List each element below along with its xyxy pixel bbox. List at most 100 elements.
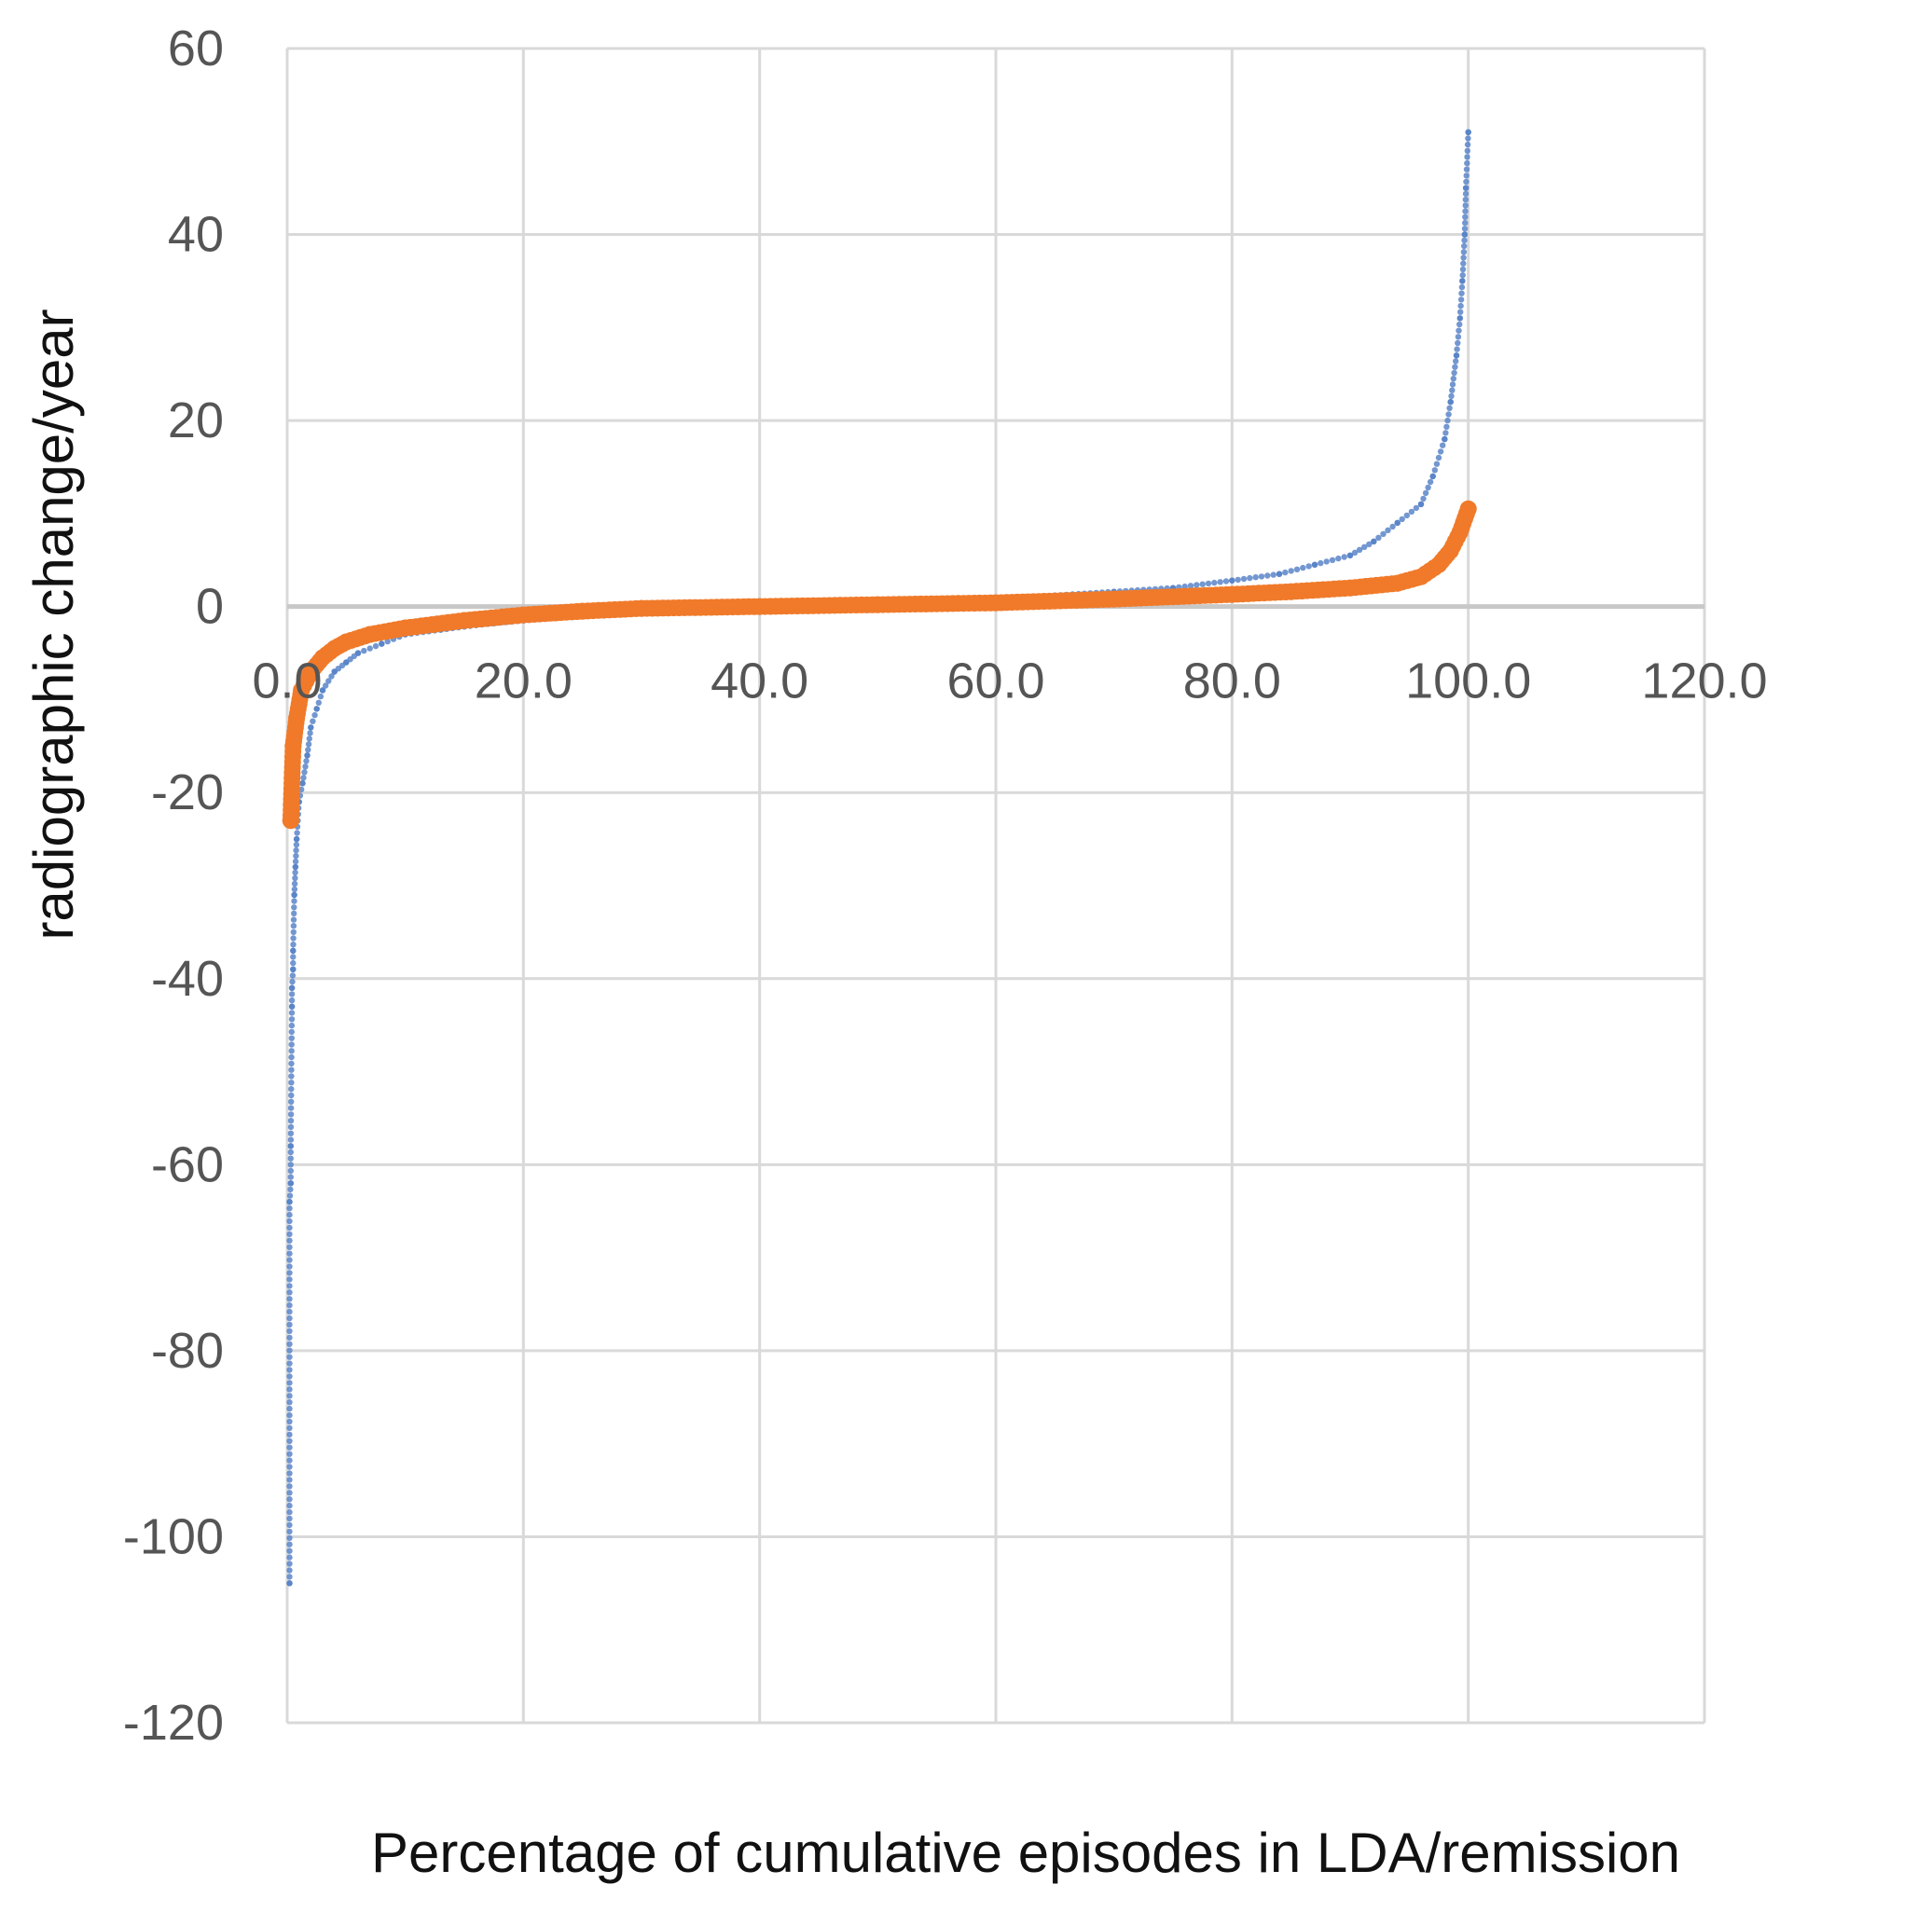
data-point bbox=[288, 1048, 295, 1054]
data-point bbox=[286, 1354, 293, 1360]
data-point bbox=[1456, 327, 1462, 334]
data-point bbox=[288, 1086, 295, 1093]
data-point bbox=[1420, 495, 1427, 502]
data-point bbox=[286, 1561, 293, 1567]
data-point bbox=[1427, 478, 1434, 486]
data-point bbox=[286, 1224, 293, 1231]
data-point bbox=[1462, 219, 1469, 227]
data-point bbox=[286, 1321, 293, 1328]
data-point bbox=[1458, 290, 1465, 296]
data-point bbox=[313, 706, 320, 712]
data-point bbox=[323, 682, 329, 689]
data-point bbox=[305, 741, 312, 748]
data-point bbox=[288, 1003, 296, 1010]
data-point bbox=[1461, 237, 1468, 243]
data-point bbox=[286, 1314, 293, 1322]
data-point bbox=[1454, 346, 1460, 352]
x-tick-label: 100.0 bbox=[1405, 653, 1531, 709]
data-point bbox=[1463, 178, 1470, 186]
data-point bbox=[315, 699, 322, 706]
data-point bbox=[1455, 334, 1462, 340]
data-point bbox=[1449, 381, 1456, 388]
data-point bbox=[287, 1118, 295, 1124]
data-point bbox=[287, 1167, 294, 1175]
data-point bbox=[286, 1341, 293, 1348]
data-point bbox=[287, 1186, 294, 1193]
data-point bbox=[290, 959, 297, 967]
data-point bbox=[293, 846, 299, 854]
data-point bbox=[1194, 582, 1200, 588]
data-point bbox=[1464, 159, 1470, 167]
data-series bbox=[282, 129, 1477, 1587]
data-point bbox=[286, 1399, 293, 1406]
data-point bbox=[287, 1180, 294, 1187]
data-point bbox=[1461, 226, 1469, 232]
data-point bbox=[287, 1155, 294, 1162]
data-point bbox=[1459, 278, 1466, 284]
data-point bbox=[1318, 559, 1324, 567]
data-point bbox=[289, 972, 297, 979]
data-point bbox=[286, 1541, 293, 1547]
data-point bbox=[288, 1053, 295, 1061]
data-point bbox=[1258, 573, 1265, 580]
data-point bbox=[286, 1217, 293, 1225]
data-point bbox=[286, 1380, 293, 1386]
data-point bbox=[288, 991, 296, 997]
data-point bbox=[286, 1437, 293, 1445]
data-point bbox=[306, 736, 312, 742]
data-point bbox=[286, 1405, 293, 1412]
data-point bbox=[1240, 575, 1248, 583]
data-point bbox=[1293, 566, 1301, 572]
data-point bbox=[1465, 129, 1471, 135]
data-point bbox=[290, 947, 297, 954]
data-point bbox=[293, 835, 300, 843]
y-axis-title: radiographic change/year bbox=[22, 309, 85, 940]
data-point bbox=[286, 1464, 293, 1470]
data-point bbox=[305, 747, 311, 753]
data-point bbox=[1199, 581, 1206, 587]
x-tick-label: 60.0 bbox=[946, 653, 1044, 709]
data-point bbox=[288, 1080, 295, 1086]
data-point bbox=[286, 1411, 293, 1419]
series-1 bbox=[282, 500, 1477, 830]
x-tick-label: 20.0 bbox=[475, 653, 573, 709]
data-point bbox=[1429, 473, 1436, 480]
data-point bbox=[286, 1205, 293, 1212]
data-point bbox=[288, 1098, 295, 1106]
data-point bbox=[286, 1567, 293, 1574]
data-point bbox=[1417, 501, 1425, 508]
series-0 bbox=[286, 129, 1471, 1587]
data-point bbox=[286, 1580, 293, 1587]
data-point bbox=[288, 1060, 295, 1067]
data-point bbox=[286, 1386, 293, 1393]
data-point bbox=[286, 1393, 293, 1399]
data-point bbox=[287, 1143, 294, 1149]
data-point bbox=[1341, 554, 1347, 560]
data-point bbox=[1329, 557, 1336, 563]
data-point bbox=[291, 880, 298, 887]
x-tick-label: 40.0 bbox=[711, 653, 808, 709]
data-point bbox=[1442, 435, 1448, 443]
data-point bbox=[287, 1130, 295, 1137]
data-point bbox=[286, 1257, 293, 1263]
data-point bbox=[1205, 580, 1212, 587]
data-point bbox=[1440, 442, 1446, 448]
data-point bbox=[1460, 254, 1467, 261]
data-point bbox=[286, 1296, 293, 1302]
data-point bbox=[1413, 504, 1420, 512]
data-point bbox=[290, 935, 297, 942]
data-point bbox=[1462, 202, 1469, 209]
data-point bbox=[1351, 549, 1359, 556]
data-point bbox=[286, 1367, 293, 1373]
data-point bbox=[1222, 578, 1230, 585]
data-point bbox=[1453, 358, 1459, 365]
data-point bbox=[286, 1547, 293, 1554]
data-point bbox=[292, 863, 299, 871]
data-point bbox=[1462, 208, 1469, 214]
data-point bbox=[288, 997, 296, 1004]
x-axis-ticks: 0.0 20.0 40.0 60.0 80.0 100.0 120.0 bbox=[252, 653, 1767, 709]
data-point bbox=[1450, 376, 1457, 382]
data-point bbox=[293, 852, 299, 860]
data-point bbox=[1435, 454, 1442, 461]
y-tick-label: -60 bbox=[151, 1136, 224, 1192]
